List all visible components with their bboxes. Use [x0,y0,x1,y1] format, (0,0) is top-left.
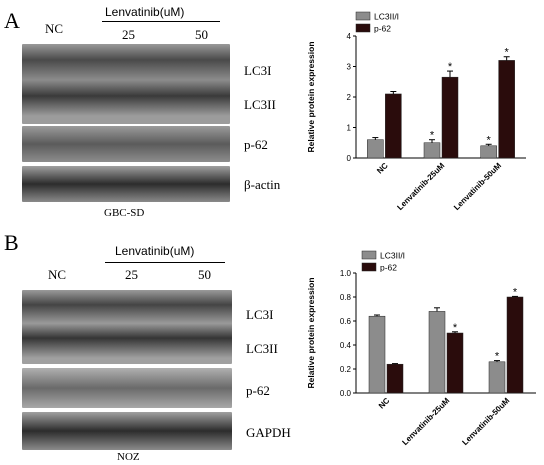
chart-b-legend-swatch [361,262,377,272]
panel-b-band-lc3i: LC3I [246,307,274,322]
chart-b-y-tick-label: 1.0 [340,269,352,278]
chart-a-significance-mark: * [430,130,435,142]
panel-a-treatment-label: Lenvatinib(uM) [105,5,185,19]
chart-a-bar [441,76,459,159]
chart-a-category-label: NC [375,161,390,176]
chart-a-bar [385,93,402,159]
chart-b-legend-swatch [361,250,377,260]
chart-a-category-label: Lenvatinib-25uM [395,161,446,212]
chart-a-legend-label: LC3II/I [374,12,399,22]
chart-a-y-tick-label: 3 [347,63,352,72]
chart-b-significance-mark: * [513,286,518,298]
panel-a-blot-lc3 [22,44,230,124]
chart-b-category-label: NC [377,396,392,411]
panel-b-band-p62: p-62 [246,383,270,398]
panel-a-lane-50: 50 [195,27,208,42]
panel-a-treatment-line [102,21,220,22]
chart-a-y-tick-label: 1 [347,124,352,133]
chart-b-y-label: Relative protein expression [306,277,316,388]
panel-a-band-lc3i: LC3I [244,63,272,78]
chart-a-legend-label: p-62 [374,24,391,34]
panel-a-lane-nc: NC [45,21,64,36]
chart-b-bar [368,315,386,394]
panel-b-lane-50: 50 [198,267,211,282]
chart-b-legend-label: p-62 [380,263,397,273]
chart-a-bar [423,142,441,159]
chart-a-significance-mark: * [448,61,453,73]
chart-a: 0 1 2 3 4 Relative protein expression NC * * Lenv… [306,11,526,212]
chart-a-y-tick-label: 4 [347,32,352,41]
chart-a-y-tick-label: 0 [347,154,352,163]
panel-a-band-lc3ii: LC3II [244,97,276,112]
chart-a-legend-swatch [355,11,371,21]
panel-b-treatment-label: Lenvatinib(uM) [115,244,195,258]
chart-b: 0.0 0.2 0.4 0.6 0.8 1.0 Relative protein expre… [306,250,536,447]
panel-b-band-lc3ii: LC3II [246,341,278,356]
panel-a-band-p62: p-62 [244,137,268,152]
panel-a-blot-beta-actin [22,166,230,202]
chart-b-bar [428,311,446,394]
chart-a-y-label: Relative protein expression [306,41,316,152]
chart-a-y-tick-label: 2 [347,93,352,102]
chart-a-bar [480,145,497,159]
panel-a-cell-line: GBC-SD [104,207,145,219]
panel-b-blot-gapdh [22,412,232,450]
chart-b-y-tick-label: 0.2 [340,365,352,374]
panel-b-blot-p62 [22,368,232,408]
chart-b-bar [488,361,506,394]
panel-a-letter: A [4,8,20,33]
chart-a-bar [498,60,515,159]
panel-b-lane-25: 25 [125,267,138,282]
chart-b-category-label: Lenvatinib-50uM [460,396,511,447]
panel-b-letter: B [4,230,19,255]
chart-b-y-tick-label: 0.0 [340,389,352,398]
chart-a-category-label: Lenvatinib-50uM [452,161,503,212]
chart-b-bar [446,332,464,394]
chart-b-significance-mark: * [453,322,458,334]
chart-b-bar [506,296,524,394]
panel-b-treatment-line [105,262,225,263]
panel-b-band-loading: GAPDH [246,425,291,440]
chart-b-bar [386,363,404,394]
chart-b-y-tick-label: 0.4 [340,341,352,350]
chart-a-significance-mark: * [505,47,510,59]
panel-a-lane-25: 25 [122,27,135,42]
chart-b-y-tick-label: 0.8 [340,293,352,302]
chart-a-bar [367,139,384,159]
chart-b-significance-mark: * [495,351,500,363]
panel-a-band-loading: β-actin [244,177,281,192]
chart-b-legend-label: LC3II/I [380,251,405,261]
panel-b-lane-nc: NC [48,267,67,282]
chart-a-legend-swatch [355,23,371,33]
panel-b-blot-lc3 [22,290,232,364]
panel-b-cell-line: NOZ [117,451,140,463]
chart-a-significance-mark: * [487,134,492,146]
chart-b-category-label: Lenvatinib-25uM [400,396,451,447]
panel-a-blot-p62 [22,126,230,162]
chart-b-y-tick-label: 0.6 [340,317,352,326]
